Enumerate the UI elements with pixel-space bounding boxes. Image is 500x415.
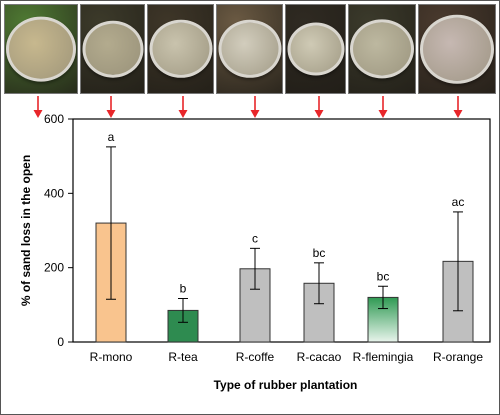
down-arrow-head xyxy=(250,110,260,118)
y-tick-label: 600 xyxy=(44,112,64,126)
down-arrow-head xyxy=(314,110,324,118)
sand-dish xyxy=(420,14,494,84)
y-tick-label: 0 xyxy=(57,335,64,349)
significance-letter: a xyxy=(108,130,115,144)
sand-dish-photo xyxy=(4,4,78,94)
y-tick-label: 200 xyxy=(44,261,64,275)
sand-dish xyxy=(6,16,76,82)
sand-dish xyxy=(350,19,414,79)
plot-frame xyxy=(72,118,491,343)
x-tick-label: R-coffe xyxy=(236,350,275,364)
sand-dish-photo xyxy=(147,4,214,94)
photo-strip xyxy=(4,4,496,94)
bar-chart: 0 200 400 600 % of sand loss in the open a R-m… xyxy=(19,96,491,392)
x-tick-label: R-tea xyxy=(168,350,198,364)
sand-dish-photo xyxy=(285,4,346,94)
significance-letter: bc xyxy=(377,269,390,283)
x-tick-label: R-orange xyxy=(433,350,483,364)
significance-letter: ac xyxy=(452,195,465,209)
sand-dish xyxy=(82,20,143,78)
sand-dish xyxy=(149,19,212,79)
sand-dish-photo xyxy=(348,4,416,94)
y-axis-title: % of sand loss in the open xyxy=(19,155,33,306)
x-tick-label: R-flemingia xyxy=(353,350,414,364)
significance-letter: b xyxy=(180,282,187,296)
x-tick-label: R-cacao xyxy=(297,350,342,364)
sand-dish xyxy=(218,19,281,79)
sand-dish-photo xyxy=(216,4,283,94)
down-arrow-head xyxy=(453,110,463,118)
sand-dish-photo xyxy=(418,4,496,94)
sand-dish xyxy=(287,22,344,76)
down-arrow-head xyxy=(33,110,43,118)
down-arrow-head xyxy=(378,110,388,118)
x-tick-label: R-mono xyxy=(90,350,133,364)
significance-letter: c xyxy=(252,231,258,245)
down-arrow-head xyxy=(178,110,188,118)
x-axis-title: Type of rubber plantation xyxy=(214,378,358,392)
down-arrow-head xyxy=(106,110,116,118)
significance-letter: bc xyxy=(313,246,326,260)
sand-dish-photo xyxy=(80,4,145,94)
y-tick-label: 400 xyxy=(44,186,64,200)
